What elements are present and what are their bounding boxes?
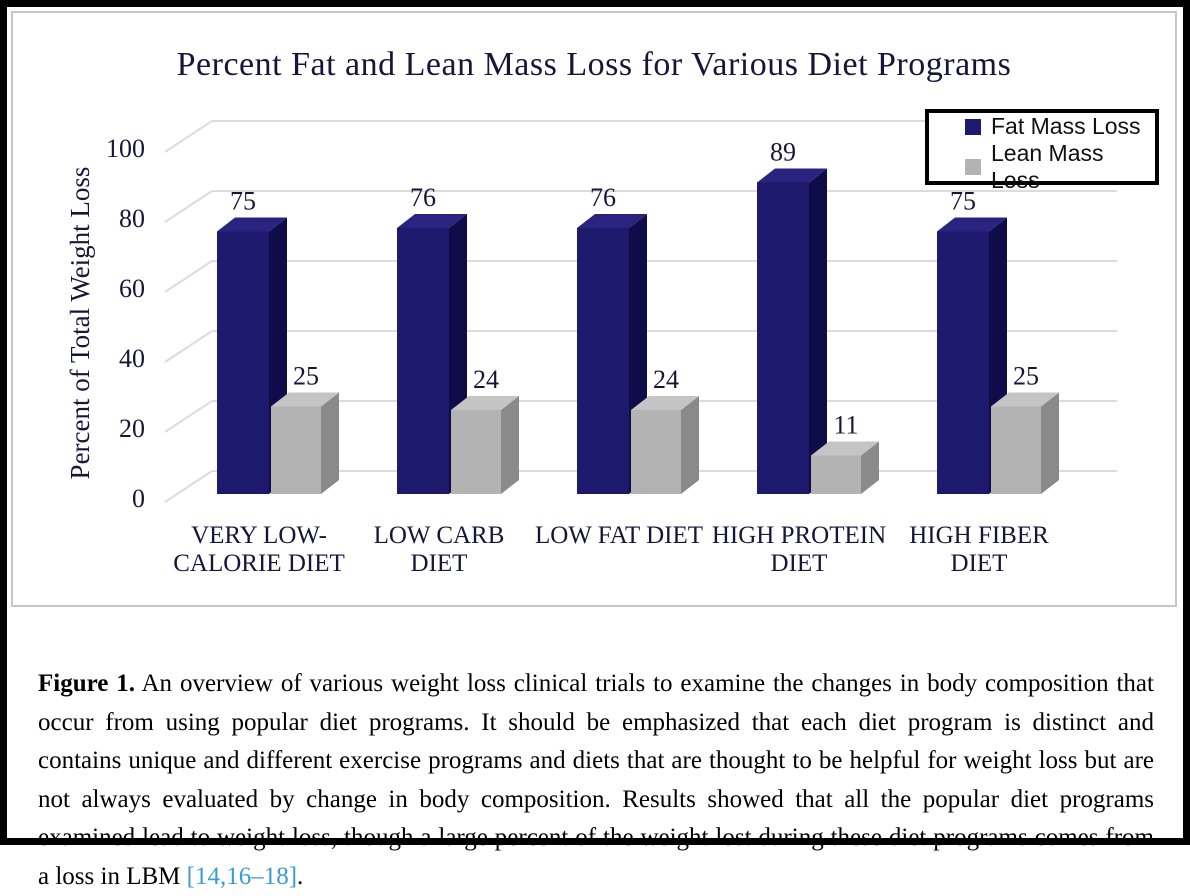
category-label: CALORIE DIET xyxy=(173,550,345,577)
y-tick-label: 20 xyxy=(119,414,145,443)
category-label: DIET xyxy=(771,550,828,577)
bar-chart: 0 20 40 60 80 100 75 25 VERY LOW-CALORIE DIET 76 2… xyxy=(106,120,1117,577)
bar-lean xyxy=(451,410,501,494)
grid-diagonal xyxy=(164,470,213,503)
bar-lean xyxy=(811,455,861,494)
y-tick-label: 80 xyxy=(119,204,145,233)
figure-caption-label: Figure 1. xyxy=(38,670,135,697)
category-label: HIGH PROTEIN xyxy=(712,522,886,549)
legend-label-fat: Fat Mass Loss xyxy=(991,113,1141,139)
bar-lean-side xyxy=(501,396,519,494)
chart-legend: Fat Mass Loss Lean Mass Loss xyxy=(925,109,1159,193)
y-tick-label: 40 xyxy=(119,344,145,373)
bar-fat-top xyxy=(937,217,1007,232)
legend-item-fat: Fat Mass Loss xyxy=(965,113,1155,140)
lean-value-label: 11 xyxy=(833,411,858,440)
lean-value-label: 25 xyxy=(1013,362,1039,391)
bar-lean xyxy=(991,406,1041,494)
grid-diagonal xyxy=(164,400,213,433)
bar-fat xyxy=(937,231,989,494)
bar-lean-top xyxy=(811,441,879,456)
bar-lean-top xyxy=(991,392,1059,407)
bar-fat xyxy=(397,228,449,494)
figure-caption-text: An overview of various weight loss clini… xyxy=(38,670,1154,890)
bar-lean-top xyxy=(271,392,339,407)
bar-fat-top xyxy=(397,214,467,228)
bar-lean-side xyxy=(321,392,339,494)
chart-title: Percent Fat and Lean Mass Loss for Vario… xyxy=(176,46,1012,83)
fat-value-label: 75 xyxy=(230,187,256,216)
category-label: LOW FAT DIET xyxy=(535,522,703,549)
category-label: LOW CARB xyxy=(374,522,505,549)
fat-value-label: 76 xyxy=(410,183,436,212)
y-tick-label: 60 xyxy=(119,274,145,303)
bar-lean-side xyxy=(681,396,699,494)
y-tick-label: 0 xyxy=(132,484,145,513)
grid-diagonal xyxy=(164,190,213,223)
citation-link[interactable]: [14,16–18] xyxy=(186,862,298,890)
y-tick-label: 100 xyxy=(106,134,145,163)
chart-panel: 0 20 40 60 80 100 75 25 VERY LOW- CALORIE DIET 76 2… xyxy=(11,11,1177,607)
figure-caption-period: . xyxy=(297,862,304,890)
lean-value-label: 24 xyxy=(653,365,679,394)
bar-fat-side xyxy=(809,168,827,494)
bar-lean xyxy=(631,410,681,494)
lean-mass-swatch-icon xyxy=(965,159,981,175)
category-label: HIGH FIBER xyxy=(909,522,1049,549)
bar-fat xyxy=(217,231,269,494)
bar-lean-side xyxy=(1041,392,1059,494)
legend-item-lean: Lean Mass Loss xyxy=(965,140,1155,194)
bar-lean-top xyxy=(631,396,699,410)
fat-value-label: 75 xyxy=(950,187,976,216)
bar-fat xyxy=(577,228,629,494)
category-label: DIET xyxy=(951,550,1008,577)
fat-value-label: 76 xyxy=(590,183,616,212)
fat-value-label: 89 xyxy=(770,138,796,167)
grid-diagonal xyxy=(164,330,213,363)
grid-diagonal xyxy=(164,260,213,293)
fat-mass-swatch-icon xyxy=(965,118,981,135)
category-label: DIET xyxy=(411,550,468,577)
bar-fat xyxy=(757,182,809,494)
category-label: VERY LOW- xyxy=(191,522,327,549)
legend-label-lean: Lean Mass Loss xyxy=(991,140,1104,193)
bar-lean xyxy=(271,406,321,494)
lean-value-label: 24 xyxy=(473,365,499,394)
grid-diagonal xyxy=(164,120,213,153)
lean-value-label: 25 xyxy=(293,362,319,391)
bar-fat-top xyxy=(577,214,647,228)
bar-lean-top xyxy=(451,396,519,410)
bar-lean-side xyxy=(861,441,879,494)
bar-fat-top xyxy=(217,217,287,232)
figure-caption: Figure 1. An overview of various weight … xyxy=(38,665,1154,896)
bar-fat-top xyxy=(757,168,827,183)
y-axis-label: Percent of Total Weight Loss xyxy=(65,166,95,480)
